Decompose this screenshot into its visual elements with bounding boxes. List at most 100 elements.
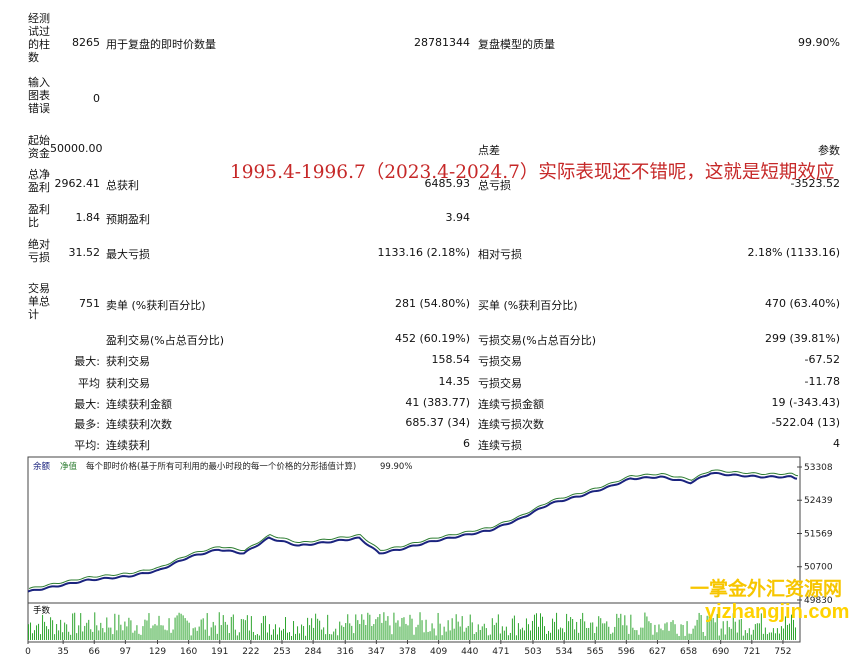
max-drawdown-label: 最大亏损 xyxy=(106,248,150,261)
chart-frame xyxy=(27,456,801,643)
x-tick-label: 97 xyxy=(120,647,131,657)
lots-bar xyxy=(106,617,108,640)
lots-bar xyxy=(616,613,618,640)
lots-bar xyxy=(365,624,367,640)
lots-bar xyxy=(303,626,305,640)
lots-bar xyxy=(200,619,202,640)
lots-bar xyxy=(756,623,758,640)
spread-label: 点差 xyxy=(478,144,500,157)
lots-bar xyxy=(118,614,120,640)
lots-bar xyxy=(112,634,114,640)
lots-bar xyxy=(495,622,497,640)
lots-bar xyxy=(38,623,40,640)
lots-bar xyxy=(471,622,473,640)
lots-bar xyxy=(636,630,638,640)
lots-bar xyxy=(535,613,537,640)
lots-bar xyxy=(451,618,453,640)
lots-bar xyxy=(122,630,124,640)
lots-bar xyxy=(355,614,357,640)
lots-bar xyxy=(409,614,411,640)
lots-bar xyxy=(433,628,435,640)
lots-bar xyxy=(604,623,606,640)
initial-deposit-value: 50000.00 xyxy=(50,142,103,155)
lots-bar xyxy=(754,624,756,640)
x-tick-label: 534 xyxy=(555,647,572,657)
lots-bar xyxy=(425,619,427,640)
x-tick-label: 35 xyxy=(57,647,68,657)
lots-bar xyxy=(369,614,371,640)
lots-bar xyxy=(662,630,664,640)
lots-bar xyxy=(44,621,46,640)
lots-bar xyxy=(196,630,198,640)
lots-bar xyxy=(758,623,760,640)
lots-bar xyxy=(792,619,794,640)
lots-bar xyxy=(624,615,626,640)
lots-bar xyxy=(794,627,796,640)
row-prefix: 平均 xyxy=(78,377,100,390)
lots-bar xyxy=(178,612,180,640)
lots-bar xyxy=(254,635,256,640)
lots-bar xyxy=(746,633,748,640)
lots-bar xyxy=(385,620,387,640)
lots-bar xyxy=(377,617,379,640)
lots-bar xyxy=(293,621,295,640)
lots-bar xyxy=(102,628,104,640)
lots-bar xyxy=(222,615,224,640)
row-right-value: -67.52 xyxy=(804,353,840,366)
lots-bar xyxy=(742,635,744,640)
lots-bar xyxy=(525,618,527,640)
lots-bar xyxy=(676,633,678,640)
x-tick-label: 316 xyxy=(337,647,354,657)
bars-tested-value: 8265 xyxy=(72,36,100,49)
row-left-value: 41 (383.77) xyxy=(405,396,470,409)
lots-bar xyxy=(602,623,604,640)
lots-bar xyxy=(600,618,602,640)
lots-bar xyxy=(622,625,624,640)
lots-bar xyxy=(136,625,138,640)
lots-bar xyxy=(690,633,692,640)
long-positions-label: 买单 (%获利百分比) xyxy=(478,299,578,312)
lots-bar xyxy=(598,616,600,640)
lots-bar xyxy=(457,621,459,640)
lots-bar xyxy=(264,615,266,640)
x-tick-label: 66 xyxy=(89,647,101,657)
lots-bar xyxy=(238,632,240,640)
gross-loss-value: -3523.52 xyxy=(790,177,840,190)
lots-bar xyxy=(473,633,475,640)
lots-bar xyxy=(128,617,130,640)
lots-bar xyxy=(82,631,84,640)
x-tick-label: 658 xyxy=(680,647,697,657)
lots-bar xyxy=(262,616,264,640)
lots-bar xyxy=(511,618,513,640)
lots-bar xyxy=(491,618,493,640)
lots-bar xyxy=(351,625,353,640)
lots-bar xyxy=(252,631,254,640)
lots-bar xyxy=(216,633,218,640)
lots-bar xyxy=(786,624,788,640)
lots-bar xyxy=(96,625,98,640)
lots-bar xyxy=(413,634,415,640)
lots-bar xyxy=(397,620,399,640)
x-tick-label: 191 xyxy=(211,647,228,657)
lots-bar xyxy=(560,627,562,640)
row-left-value: 685.37 (34) xyxy=(405,416,470,429)
lots-bar xyxy=(548,630,550,640)
x-tick-label: 409 xyxy=(430,647,447,657)
lots-bar xyxy=(206,613,208,640)
loss-trades-label: 亏损交易(%占总百分比) xyxy=(478,334,597,347)
lots-bar xyxy=(180,613,182,640)
net-profit-label: 总净盈利 xyxy=(28,168,50,194)
lots-bar xyxy=(353,633,355,640)
lots-bar xyxy=(566,613,568,640)
row-right-label: 亏损交易 xyxy=(478,377,522,390)
lots-bar xyxy=(537,626,539,640)
lots-bar xyxy=(339,621,341,640)
lots-bar xyxy=(507,635,509,640)
lots-bar xyxy=(379,614,381,640)
lots-bar xyxy=(130,620,132,640)
lots-bar xyxy=(738,619,740,640)
lots-bar xyxy=(158,615,160,640)
row-left-label: 获利交易 xyxy=(106,355,150,368)
lots-bar xyxy=(766,634,768,640)
lots-bar xyxy=(132,632,134,640)
